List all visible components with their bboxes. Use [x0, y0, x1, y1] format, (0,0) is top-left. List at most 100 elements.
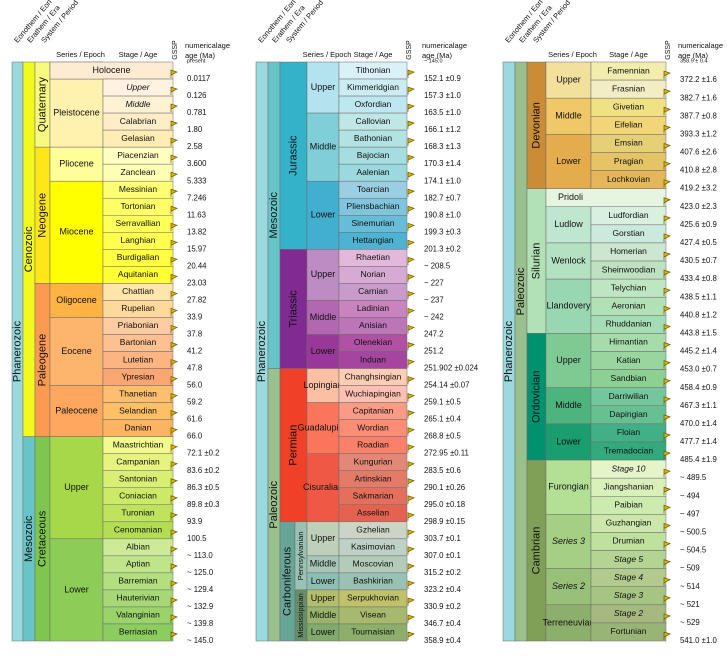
- age-label: ~ 132.9: [187, 602, 213, 611]
- age-label: 438.5 ±1.1: [680, 292, 717, 301]
- stage-label: Oxfordian: [355, 99, 392, 109]
- stage-label: Chattian: [122, 286, 154, 296]
- age-label: 56.0: [187, 381, 203, 390]
- age-top-label: present: [187, 58, 206, 64]
- stage-label: Tortonian: [121, 201, 156, 211]
- era-label: Mesozoic: [23, 515, 35, 562]
- gssp-golden-spike-icon: [663, 124, 671, 134]
- gssp-golden-spike-icon: [170, 597, 178, 606]
- stage-label: Upper: [126, 82, 150, 92]
- epoch-cell: [49, 146, 104, 182]
- epoch-label: Pliocene: [59, 159, 94, 169]
- age-label: ~ 139.8: [187, 619, 213, 628]
- epoch-cell: [545, 568, 592, 606]
- period-cell: [279, 249, 308, 369]
- epoch-cell: [49, 78, 104, 148]
- gssp-golden-spike-icon: [663, 450, 671, 460]
- gssp-golden-spike-icon: [663, 360, 671, 369]
- age-label: ~ 521: [680, 600, 700, 609]
- age-label: 61.6: [187, 415, 202, 424]
- gssp-golden-spike-icon: [407, 69, 415, 79]
- gssp-golden-spike-icon: [170, 580, 178, 589]
- gssp-golden-spike-icon: [170, 69, 178, 79]
- epoch-cell: [545, 61, 592, 99]
- age-label: 190.8 ±1.0: [424, 210, 461, 219]
- gssp-golden-spike-icon: [170, 444, 178, 453]
- age-label: 265.1 ±0.4: [424, 415, 461, 424]
- epoch-cell: [545, 97, 592, 135]
- age-label: 15.97: [187, 244, 207, 253]
- gssp-golden-spike-icon: [170, 393, 178, 402]
- epoch-label: Ludlow: [554, 219, 583, 229]
- age-label: 0.0117: [187, 74, 210, 83]
- age-label: 387.7 ±0.8: [680, 111, 717, 120]
- gssp-golden-spike-icon: [407, 273, 415, 283]
- epoch-label: Lower: [311, 210, 336, 220]
- gssp-golden-spike-icon: [407, 512, 415, 521]
- gssp-golden-spike-icon: [170, 256, 178, 266]
- gssp-golden-spike-icon: [407, 120, 415, 130]
- header-stage: Stage / Age: [354, 50, 393, 59]
- epoch-cell: [306, 334, 340, 369]
- header-age: numericalage: [678, 41, 723, 50]
- gssp-golden-spike-icon: [170, 478, 178, 487]
- age-label: ~ 129.4: [187, 585, 214, 594]
- age-label: 247.2: [424, 330, 444, 339]
- epoch-cell: [49, 180, 104, 284]
- gssp-golden-spike-icon: [663, 396, 671, 405]
- age-label: 453.0 ±0.7: [680, 365, 717, 374]
- period-label: Cretaceous: [36, 510, 48, 567]
- epoch-label: Middle: [310, 312, 337, 322]
- gssp-golden-spike-icon: [170, 461, 178, 470]
- gssp-golden-spike-icon: [170, 188, 178, 198]
- epoch-label: Furongian: [548, 482, 589, 492]
- gssp-golden-spike-icon: [407, 86, 415, 96]
- epoch-label: Upper: [311, 533, 336, 543]
- epoch-cell: [306, 61, 340, 114]
- gssp-golden-spike-icon: [407, 324, 415, 334]
- epoch-cell: [49, 385, 104, 437]
- age-label: 346.7 ±0.4: [424, 619, 461, 628]
- age-label: 410.8 ±2.8: [680, 166, 717, 175]
- gssp-golden-spike-icon: [170, 427, 178, 436]
- age-label: 86.3 ±0.5: [187, 483, 220, 492]
- header-gssp: GSSP: [172, 40, 179, 60]
- epoch-label: Miocene: [59, 227, 93, 237]
- stage-label: Wordian: [357, 422, 389, 432]
- stage-cell: [338, 623, 408, 642]
- stage-label: Ladinian: [357, 303, 389, 313]
- age-label: 430.5 ±0.7: [680, 256, 717, 265]
- age-label: 477.7 ±1.4: [680, 437, 717, 446]
- age-label: 37.8: [187, 330, 202, 339]
- gssp-golden-spike-icon: [407, 563, 415, 572]
- gssp-golden-spike-icon: [407, 256, 415, 266]
- age-label: 307.0 ±0.1: [424, 551, 461, 560]
- age-label: 358.9 ±0.4: [424, 636, 461, 645]
- stage-label: Jiangshanian: [603, 481, 653, 491]
- gssp-golden-spike-icon: [663, 541, 671, 550]
- age-label: ~ 227: [424, 278, 444, 287]
- gssp-golden-spike-icon: [407, 546, 415, 555]
- gssp-golden-spike-icon: [170, 290, 178, 300]
- gssp-golden-spike-icon: [407, 103, 415, 113]
- epoch-cell: [545, 206, 592, 244]
- header-age-unit: age (Ma): [422, 51, 453, 60]
- epoch-label: Middle: [555, 111, 582, 121]
- age-label: 0.126: [187, 91, 207, 100]
- stage-label: Callovian: [356, 116, 391, 126]
- period-label: Triassic: [287, 290, 299, 328]
- header-gssp: GSSP: [406, 40, 413, 60]
- epoch-label: Series 3: [552, 536, 585, 546]
- age-label: 47.8: [187, 364, 202, 373]
- age-label: 467.3 ±1.1: [680, 401, 717, 410]
- gssp-golden-spike-icon: [663, 323, 671, 333]
- gssp-golden-spike-icon: [170, 563, 178, 572]
- epoch-label: Middle: [310, 559, 337, 569]
- epoch-label: Upper: [311, 269, 336, 279]
- age-top-label: ~ 145.0: [424, 58, 443, 64]
- age-label: 427.4 ±0.5: [680, 238, 717, 247]
- age-label: 541.0 ±1.0: [680, 636, 717, 645]
- age-label: ~ 497: [680, 509, 700, 518]
- stage-label: Gorstian: [612, 228, 644, 238]
- gssp-golden-spike-icon: [170, 512, 178, 521]
